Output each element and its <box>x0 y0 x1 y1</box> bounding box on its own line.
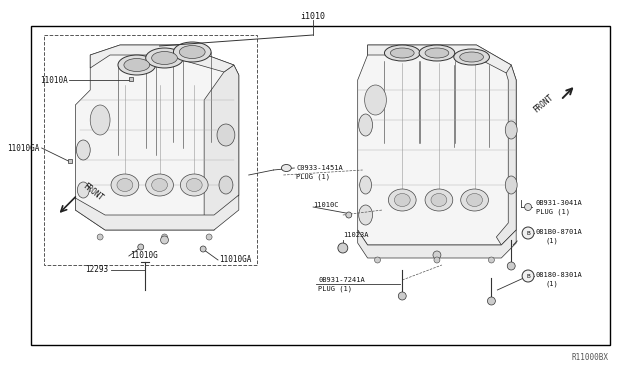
Ellipse shape <box>186 179 202 192</box>
Text: B: B <box>526 273 530 279</box>
Text: R11000BX: R11000BX <box>572 353 608 362</box>
Text: 0B931-7241A: 0B931-7241A <box>318 277 365 283</box>
Circle shape <box>434 257 440 263</box>
Text: PLUG (1): PLUG (1) <box>536 209 570 215</box>
Text: 11010C: 11010C <box>313 202 339 208</box>
Ellipse shape <box>146 48 183 68</box>
Ellipse shape <box>117 179 133 192</box>
Circle shape <box>488 297 495 305</box>
Text: (1): (1) <box>546 238 559 244</box>
Text: i1010: i1010 <box>301 12 326 20</box>
Ellipse shape <box>152 179 168 192</box>
Ellipse shape <box>425 189 452 211</box>
Ellipse shape <box>365 85 387 115</box>
Text: 11010GA: 11010GA <box>219 256 252 264</box>
Ellipse shape <box>146 174 173 196</box>
Text: 11010G: 11010G <box>130 251 157 260</box>
Ellipse shape <box>467 193 483 206</box>
Ellipse shape <box>461 189 488 211</box>
Text: PLUG (1): PLUG (1) <box>296 174 330 180</box>
Bar <box>68 159 72 163</box>
Text: FRONT: FRONT <box>81 181 105 203</box>
Circle shape <box>161 234 168 240</box>
Circle shape <box>522 227 534 239</box>
Circle shape <box>97 234 103 240</box>
Text: 081B0-8701A: 081B0-8701A <box>536 229 583 235</box>
Ellipse shape <box>179 45 205 58</box>
Polygon shape <box>497 65 516 245</box>
Ellipse shape <box>506 121 517 139</box>
Text: FRONT: FRONT <box>531 93 555 115</box>
Bar <box>129 77 133 81</box>
Text: 08180-8301A: 08180-8301A <box>536 272 583 278</box>
Polygon shape <box>90 45 234 72</box>
Circle shape <box>433 251 441 259</box>
Text: PLUG (1): PLUG (1) <box>318 286 352 292</box>
Circle shape <box>161 236 168 244</box>
Text: 11010A: 11010A <box>40 76 67 84</box>
Circle shape <box>522 270 534 282</box>
Bar <box>31 26 611 345</box>
Text: 11010GA: 11010GA <box>7 144 40 153</box>
Ellipse shape <box>360 176 372 194</box>
Ellipse shape <box>118 55 156 75</box>
Ellipse shape <box>152 51 177 64</box>
Circle shape <box>525 203 532 211</box>
Ellipse shape <box>217 124 235 146</box>
Ellipse shape <box>124 58 150 71</box>
Ellipse shape <box>358 205 372 225</box>
Circle shape <box>374 257 380 263</box>
Ellipse shape <box>390 48 414 58</box>
Polygon shape <box>358 230 516 258</box>
Ellipse shape <box>394 193 410 206</box>
Polygon shape <box>358 45 516 245</box>
Ellipse shape <box>506 176 517 194</box>
Ellipse shape <box>90 105 110 135</box>
Text: C0933-1451A: C0933-1451A <box>296 165 343 171</box>
Ellipse shape <box>385 45 420 61</box>
Ellipse shape <box>454 49 490 65</box>
Text: 12293: 12293 <box>85 266 108 275</box>
Circle shape <box>398 292 406 300</box>
Circle shape <box>200 246 206 252</box>
Ellipse shape <box>282 164 291 171</box>
Ellipse shape <box>388 189 416 211</box>
Ellipse shape <box>358 114 372 136</box>
Ellipse shape <box>76 140 90 160</box>
Bar <box>44 35 257 265</box>
Circle shape <box>508 262 515 270</box>
Ellipse shape <box>77 182 89 198</box>
Ellipse shape <box>425 48 449 58</box>
Ellipse shape <box>219 176 233 194</box>
Polygon shape <box>76 195 239 230</box>
Ellipse shape <box>460 52 483 62</box>
Text: 11023A: 11023A <box>343 232 369 238</box>
Text: (1): (1) <box>546 281 559 287</box>
Ellipse shape <box>431 193 447 206</box>
Polygon shape <box>76 45 239 230</box>
Polygon shape <box>204 65 239 230</box>
Circle shape <box>206 234 212 240</box>
Circle shape <box>488 257 494 263</box>
Circle shape <box>138 244 144 250</box>
Text: B: B <box>526 231 530 235</box>
Circle shape <box>346 212 352 218</box>
Circle shape <box>338 243 348 253</box>
Ellipse shape <box>419 45 455 61</box>
Ellipse shape <box>173 42 211 62</box>
Polygon shape <box>367 45 511 73</box>
Ellipse shape <box>180 174 208 196</box>
Text: 0B931-3041A: 0B931-3041A <box>536 200 583 206</box>
Ellipse shape <box>111 174 139 196</box>
